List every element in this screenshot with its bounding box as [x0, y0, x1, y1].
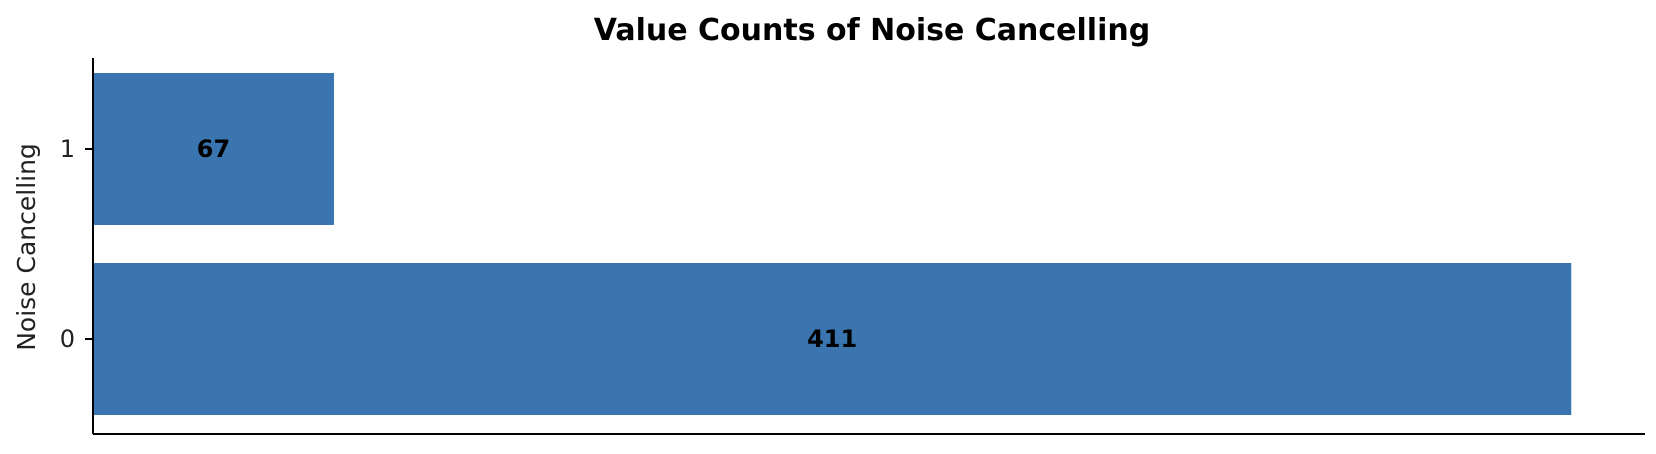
- y-tick-label-0: 0: [60, 325, 75, 353]
- y-tick-label-1: 1: [60, 135, 75, 163]
- y-axis-label: Noise Cancelling: [12, 143, 41, 351]
- bar-1: [93, 73, 334, 225]
- plot-area: 411 67 0 1: [60, 58, 1645, 435]
- data-label-1: 67: [197, 135, 230, 163]
- data-label-0: 411: [807, 325, 857, 353]
- bar-0: [93, 263, 1572, 415]
- chart-title: Value Counts of Noise Cancelling: [594, 13, 1150, 48]
